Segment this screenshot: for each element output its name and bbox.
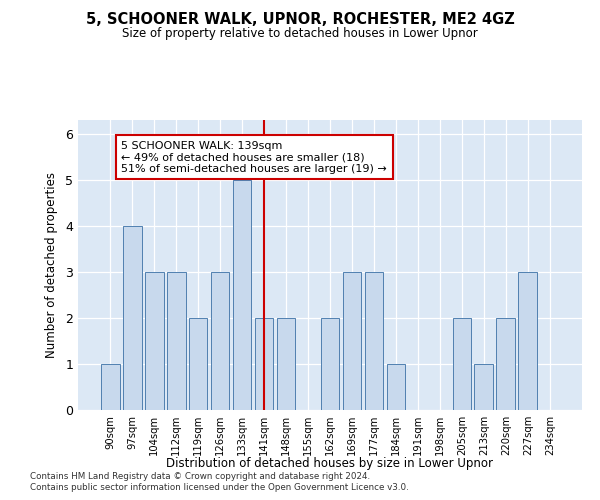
Bar <box>475 364 493 410</box>
Bar <box>167 272 185 410</box>
Y-axis label: Number of detached properties: Number of detached properties <box>45 172 58 358</box>
Text: Size of property relative to detached houses in Lower Upnor: Size of property relative to detached ho… <box>122 28 478 40</box>
Bar <box>233 180 251 410</box>
Text: Distribution of detached houses by size in Lower Upnor: Distribution of detached houses by size … <box>167 458 493 470</box>
Bar <box>320 318 340 410</box>
Bar <box>386 364 405 410</box>
Text: Contains HM Land Registry data © Crown copyright and database right 2024.: Contains HM Land Registry data © Crown c… <box>30 472 370 481</box>
Bar <box>255 318 274 410</box>
Bar <box>496 318 515 410</box>
Text: 5 SCHOONER WALK: 139sqm
← 49% of detached houses are smaller (18)
51% of semi-de: 5 SCHOONER WALK: 139sqm ← 49% of detache… <box>121 140 387 174</box>
Bar <box>123 226 142 410</box>
Bar <box>211 272 229 410</box>
Bar <box>145 272 164 410</box>
Bar <box>277 318 295 410</box>
Text: 5, SCHOONER WALK, UPNOR, ROCHESTER, ME2 4GZ: 5, SCHOONER WALK, UPNOR, ROCHESTER, ME2 … <box>86 12 514 28</box>
Bar <box>189 318 208 410</box>
Bar <box>518 272 537 410</box>
Text: Contains public sector information licensed under the Open Government Licence v3: Contains public sector information licen… <box>30 484 409 492</box>
Bar <box>365 272 383 410</box>
Bar <box>101 364 119 410</box>
Bar <box>343 272 361 410</box>
Bar <box>452 318 471 410</box>
